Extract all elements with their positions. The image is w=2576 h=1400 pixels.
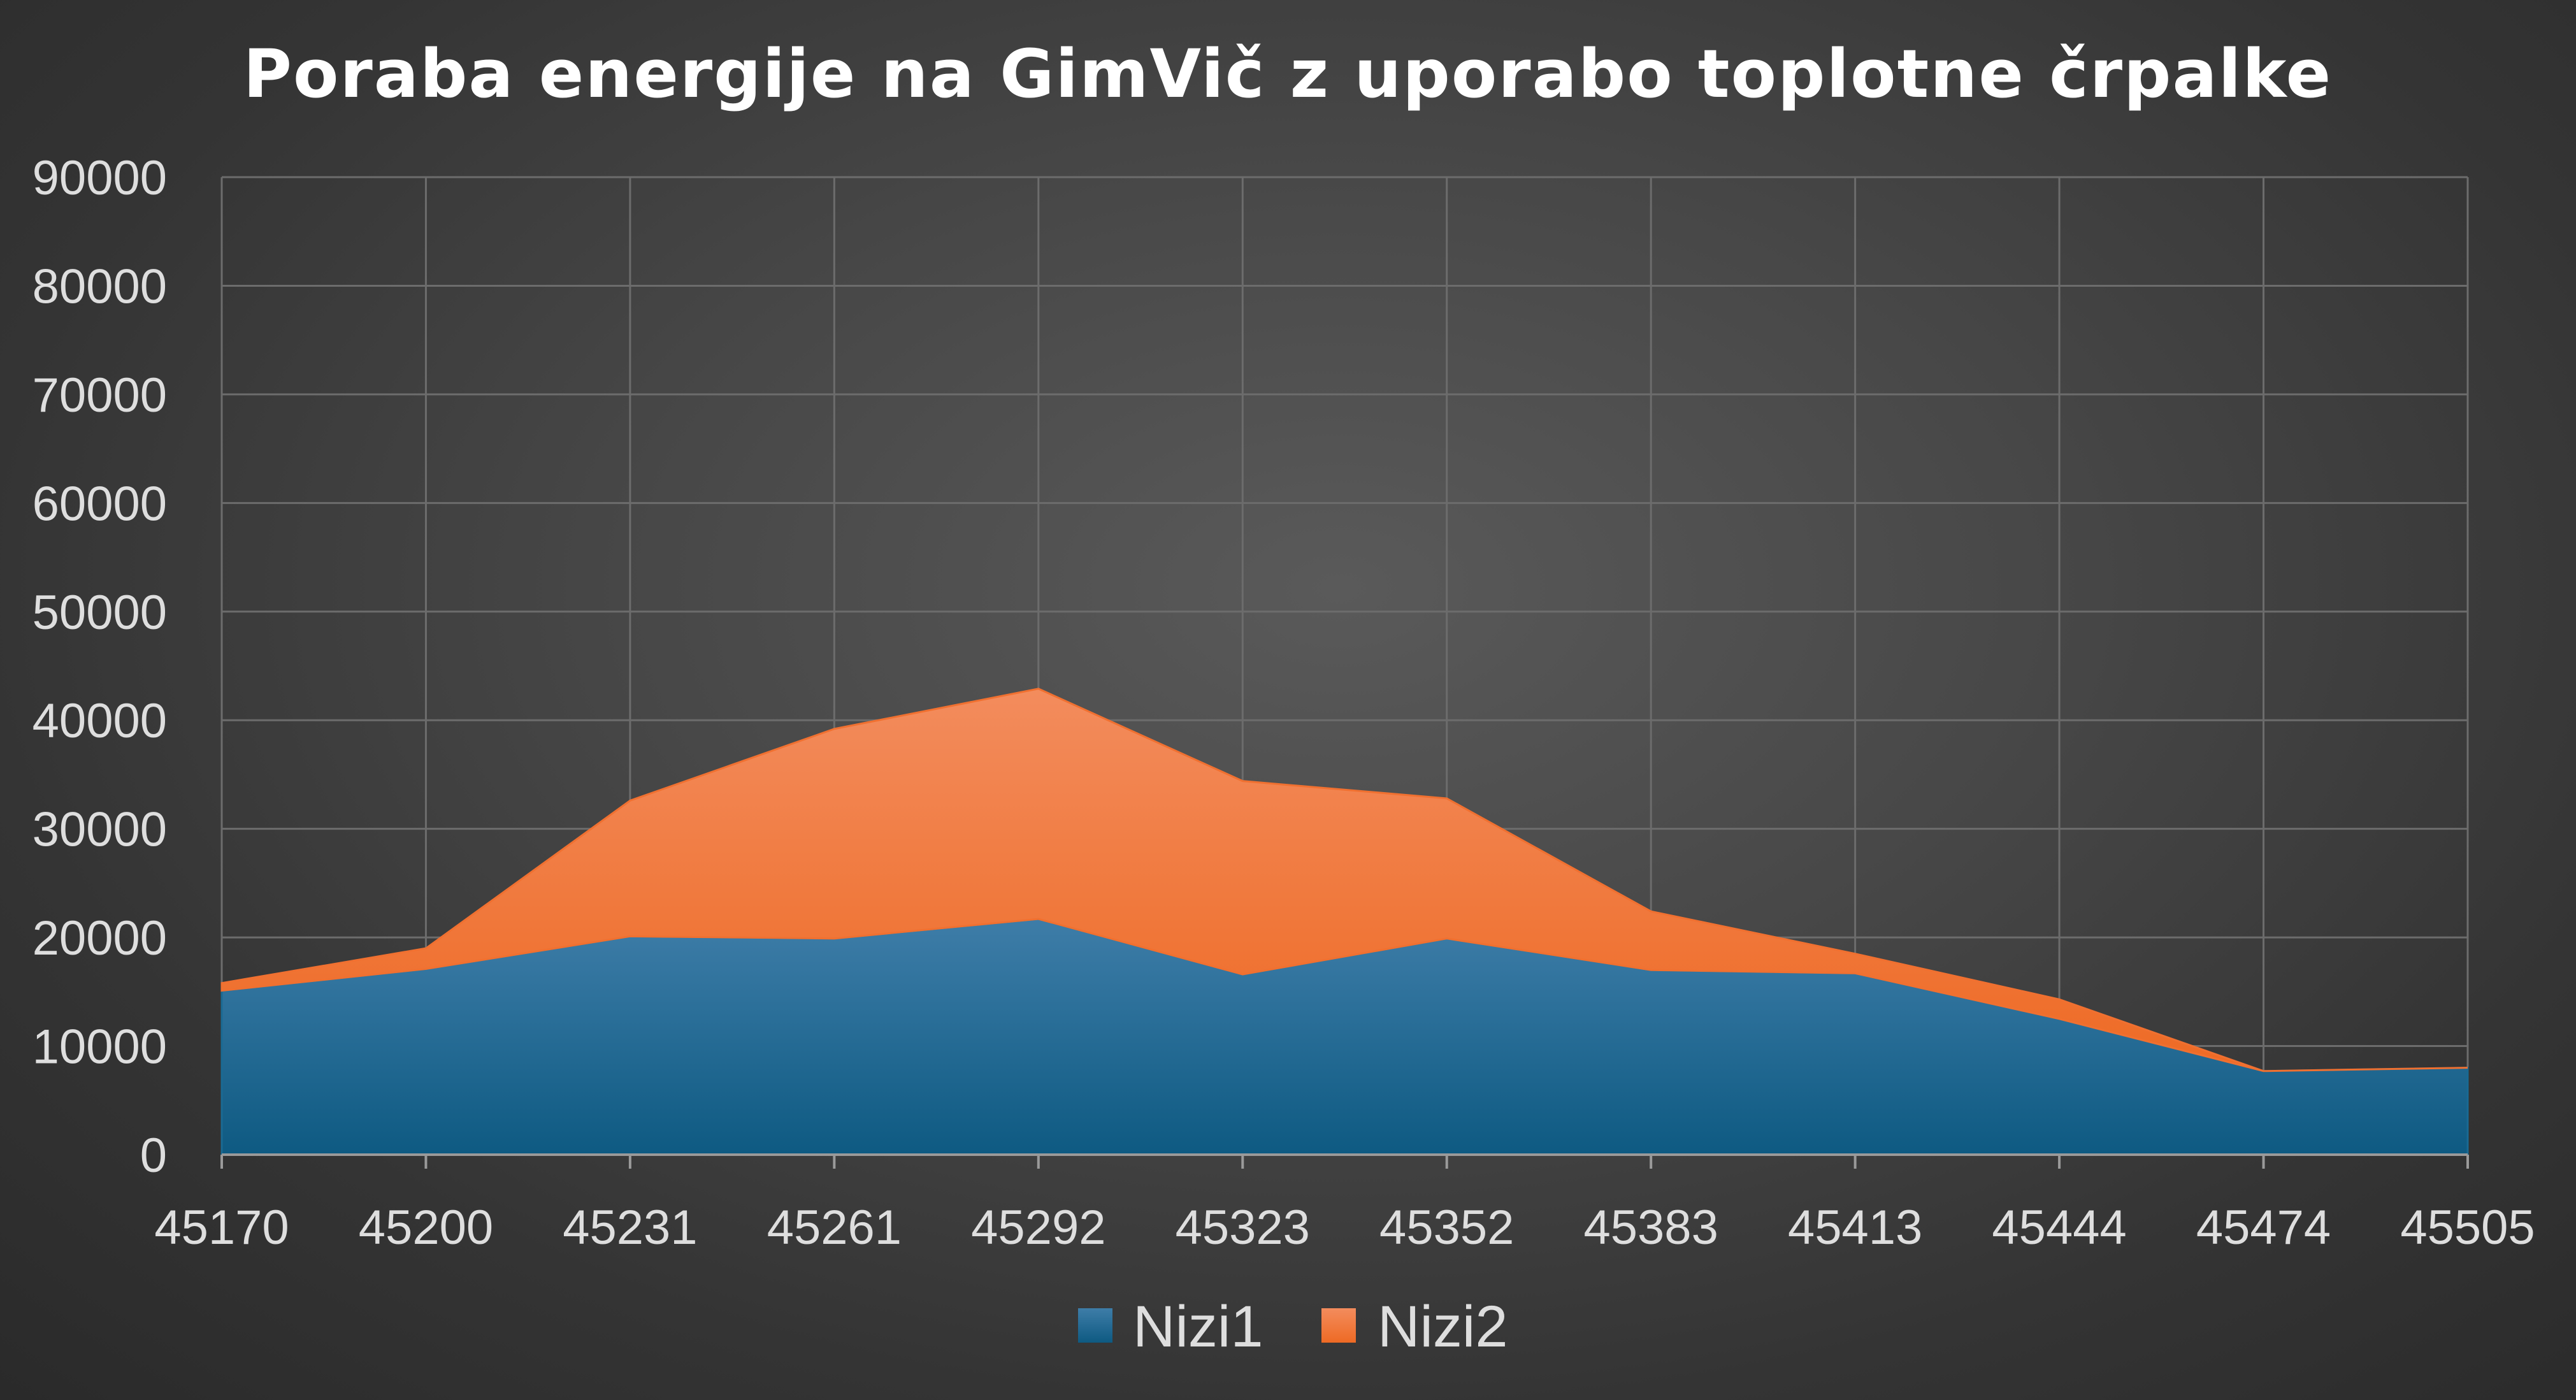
x-tick-label: 45413 xyxy=(1788,1201,1922,1255)
legend-label-nizi2: Nizi2 xyxy=(1378,1294,1507,1359)
x-tick-label: 45444 xyxy=(1992,1201,2126,1255)
x-tick-label: 45474 xyxy=(2196,1201,2331,1255)
y-tick-label: 40000 xyxy=(32,694,167,748)
y-axis-tick-labels: 0 10000 20000 30000 40000 50000 60000 70000 8000… xyxy=(32,151,167,1183)
y-tick-label: 90000 xyxy=(32,151,167,205)
chart-title: Poraba energije na GimVič z uporabo topl… xyxy=(243,35,2332,113)
legend-label-nizi1: Nizi1 xyxy=(1133,1294,1263,1359)
x-tick-label: 45352 xyxy=(1379,1201,1514,1255)
legend-swatch-nizi2 xyxy=(1321,1308,1356,1343)
x-axis-tick-labels: 45170 45200 45231 45261 45292 45323 45352 45383… xyxy=(154,1201,2535,1255)
x-tick-label: 45231 xyxy=(563,1201,697,1255)
y-tick-label: 50000 xyxy=(32,586,167,640)
y-tick-label: 70000 xyxy=(32,368,167,422)
y-tick-label: 10000 xyxy=(32,1020,167,1074)
y-tick-label: 30000 xyxy=(32,803,167,857)
x-tick-label: 45323 xyxy=(1176,1201,1310,1255)
x-tick-label: 45505 xyxy=(2400,1201,2535,1255)
x-tick-label: 45292 xyxy=(971,1201,1105,1255)
x-tick-label: 45170 xyxy=(154,1201,289,1255)
y-tick-label: 80000 xyxy=(32,259,167,314)
legend: Nizi1 Nizi2 xyxy=(1078,1294,1507,1359)
x-tick-label: 45383 xyxy=(1584,1201,1718,1255)
x-tick-label: 45261 xyxy=(767,1201,902,1255)
y-tick-label: 60000 xyxy=(32,477,167,531)
legend-swatch-nizi1 xyxy=(1078,1308,1112,1343)
y-tick-label: 20000 xyxy=(32,911,167,965)
plot-areas xyxy=(220,688,2469,1156)
axes xyxy=(220,1153,2469,1169)
y-tick-label: 0 xyxy=(140,1129,167,1183)
x-tick-label: 45200 xyxy=(359,1201,493,1255)
series-area-nizi2 xyxy=(220,688,2468,1072)
